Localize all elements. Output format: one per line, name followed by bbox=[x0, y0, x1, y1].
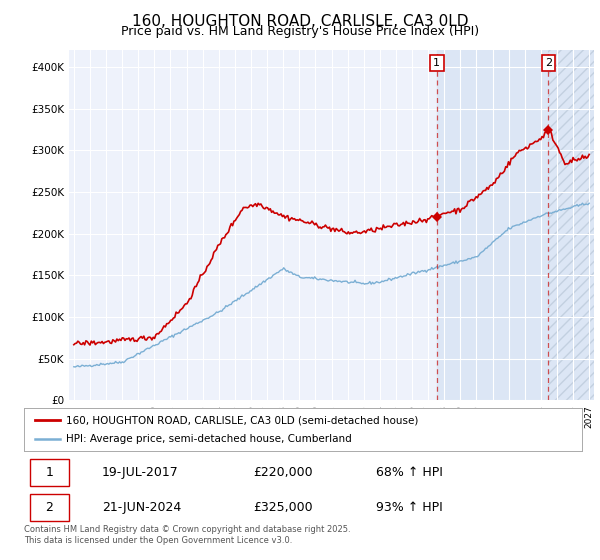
Bar bbox=[437, 50, 548, 400]
FancyBboxPatch shape bbox=[29, 459, 68, 486]
Text: HPI: Average price, semi-detached house, Cumberland: HPI: Average price, semi-detached house,… bbox=[66, 435, 352, 444]
Bar bbox=[548, 50, 594, 400]
Text: 160, HOUGHTON ROAD, CARLISLE, CA3 0LD: 160, HOUGHTON ROAD, CARLISLE, CA3 0LD bbox=[132, 14, 468, 29]
Text: 19-JUL-2017: 19-JUL-2017 bbox=[102, 466, 179, 479]
Text: 2: 2 bbox=[545, 58, 552, 68]
Text: 2: 2 bbox=[45, 501, 53, 514]
Text: 93% ↑ HPI: 93% ↑ HPI bbox=[376, 501, 442, 514]
FancyBboxPatch shape bbox=[29, 494, 68, 521]
Text: 1: 1 bbox=[45, 466, 53, 479]
Text: 160, HOUGHTON ROAD, CARLISLE, CA3 0LD (semi-detached house): 160, HOUGHTON ROAD, CARLISLE, CA3 0LD (s… bbox=[66, 415, 418, 425]
Text: 1: 1 bbox=[433, 58, 440, 68]
Text: Contains HM Land Registry data © Crown copyright and database right 2025.
This d: Contains HM Land Registry data © Crown c… bbox=[24, 525, 350, 545]
Text: 68% ↑ HPI: 68% ↑ HPI bbox=[376, 466, 442, 479]
Bar bbox=[548, 50, 594, 400]
Text: £220,000: £220,000 bbox=[253, 466, 313, 479]
Text: Price paid vs. HM Land Registry's House Price Index (HPI): Price paid vs. HM Land Registry's House … bbox=[121, 25, 479, 38]
Text: £325,000: £325,000 bbox=[253, 501, 313, 514]
Text: 21-JUN-2024: 21-JUN-2024 bbox=[102, 501, 181, 514]
